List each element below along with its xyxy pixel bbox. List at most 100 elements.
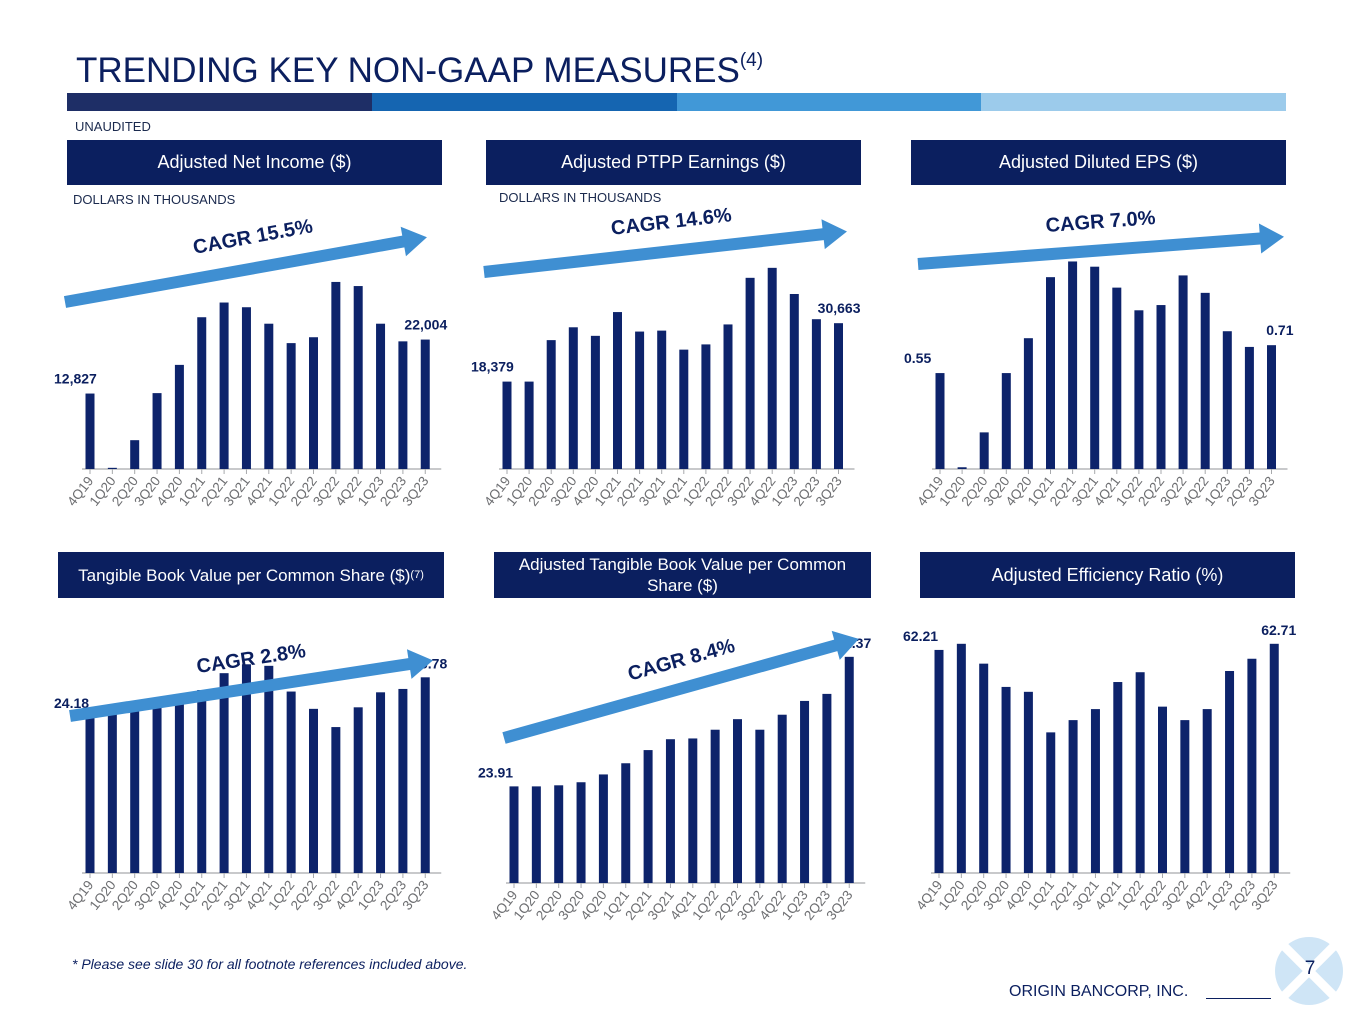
bar	[509, 786, 519, 883]
panel-header-adj-tbv: Adjusted Tangible Book Value per Common …	[494, 552, 871, 598]
bar	[524, 381, 534, 469]
bar	[1180, 720, 1190, 873]
bar	[264, 665, 274, 873]
page-title: TRENDING KEY NON-GAAP MEASURES(4)	[76, 50, 764, 90]
bar	[1222, 331, 1232, 469]
bar	[197, 690, 207, 873]
bar	[710, 729, 720, 883]
strip-segment-4	[981, 93, 1286, 111]
data-label: 0.55	[904, 350, 931, 366]
data-label: 62.21	[903, 628, 938, 644]
bar	[844, 656, 854, 883]
panel-header-ptpp: Adjusted PTPP Earnings ($)	[486, 140, 861, 185]
company-name: ORIGIN BANCORP, INC.	[1009, 983, 1189, 1000]
bar	[554, 785, 564, 883]
bar	[1225, 670, 1235, 873]
bar	[1135, 672, 1145, 873]
bar	[822, 693, 832, 883]
ptpp-units-label: DOLLARS IN THOUSANDS	[499, 190, 662, 205]
bar	[309, 337, 318, 469]
bar	[1247, 658, 1257, 873]
bar	[701, 344, 711, 469]
bar	[1156, 305, 1166, 469]
bar	[723, 324, 733, 469]
strip-segment-3	[676, 93, 982, 111]
bar	[688, 738, 698, 883]
bar	[635, 331, 645, 469]
bar	[568, 327, 578, 469]
bar	[1046, 732, 1056, 873]
bar	[1001, 373, 1011, 469]
bar	[241, 664, 251, 873]
bar	[755, 729, 765, 883]
cagr-label: CAGR 7.0%	[1045, 207, 1157, 237]
bar	[1267, 345, 1276, 469]
bar	[152, 393, 162, 469]
bar	[657, 330, 667, 469]
bar	[398, 688, 408, 873]
bar	[679, 349, 689, 469]
bar	[353, 286, 363, 469]
panel-header-net-income: Adjusted Net Income ($)	[67, 140, 442, 185]
bar	[1158, 706, 1167, 873]
bar	[241, 307, 251, 469]
bar	[309, 708, 318, 873]
cagr-label: CAGR 14.6%	[610, 204, 733, 240]
bar	[800, 700, 810, 883]
bar	[1023, 691, 1033, 873]
cagr-label: CAGR 15.5%	[191, 215, 314, 259]
bar	[1178, 275, 1188, 469]
bar	[1090, 709, 1100, 873]
title-color-strip	[67, 93, 1286, 111]
bar	[777, 714, 787, 883]
bar	[107, 467, 117, 469]
bar	[834, 323, 843, 469]
bar	[85, 717, 95, 873]
bar	[621, 763, 631, 883]
bar	[643, 750, 653, 883]
bar	[935, 373, 945, 469]
panel-header-efficiency: Adjusted Efficiency Ratio (%)	[920, 552, 1295, 598]
bar	[219, 302, 229, 469]
bar	[576, 782, 586, 883]
bar	[546, 340, 556, 469]
bar	[1202, 709, 1212, 873]
bar	[613, 312, 622, 469]
bar	[420, 339, 430, 469]
bar	[502, 381, 512, 469]
bar	[376, 323, 386, 469]
x-tick-label: 3Q23	[823, 888, 855, 923]
bar	[789, 293, 799, 469]
bar	[264, 323, 274, 469]
bar	[1113, 682, 1123, 873]
data-label: 12,827	[54, 371, 97, 387]
bar	[956, 643, 966, 873]
bar	[733, 719, 742, 883]
data-label: 0.71	[1266, 322, 1293, 338]
cagr-label: CAGR 2.8%	[195, 640, 307, 678]
bar	[174, 694, 184, 873]
bar	[286, 691, 296, 873]
bar	[1112, 287, 1122, 469]
bar	[286, 343, 296, 469]
cagr-arrow	[502, 630, 859, 744]
data-label: 23.91	[478, 764, 513, 780]
bar	[1269, 643, 1279, 873]
bar	[1090, 266, 1100, 469]
company-underline	[1206, 998, 1271, 999]
x-tick-label: 3Q23	[399, 878, 431, 913]
cagr-arrow	[69, 649, 433, 722]
bar	[957, 467, 967, 469]
bar	[531, 786, 541, 883]
x-tick-label: 3Q23	[399, 474, 431, 509]
bar	[130, 708, 140, 873]
bar	[107, 712, 117, 873]
data-label: 62.71	[1261, 622, 1296, 638]
net-income-units-label: DOLLARS IN THOUSANDS	[73, 192, 236, 207]
cagr-arrow	[63, 226, 427, 308]
unaudited-label: UNAUDITED	[75, 119, 151, 134]
strip-segment-1	[67, 93, 372, 111]
bar	[1046, 277, 1055, 469]
bar	[1023, 338, 1033, 469]
